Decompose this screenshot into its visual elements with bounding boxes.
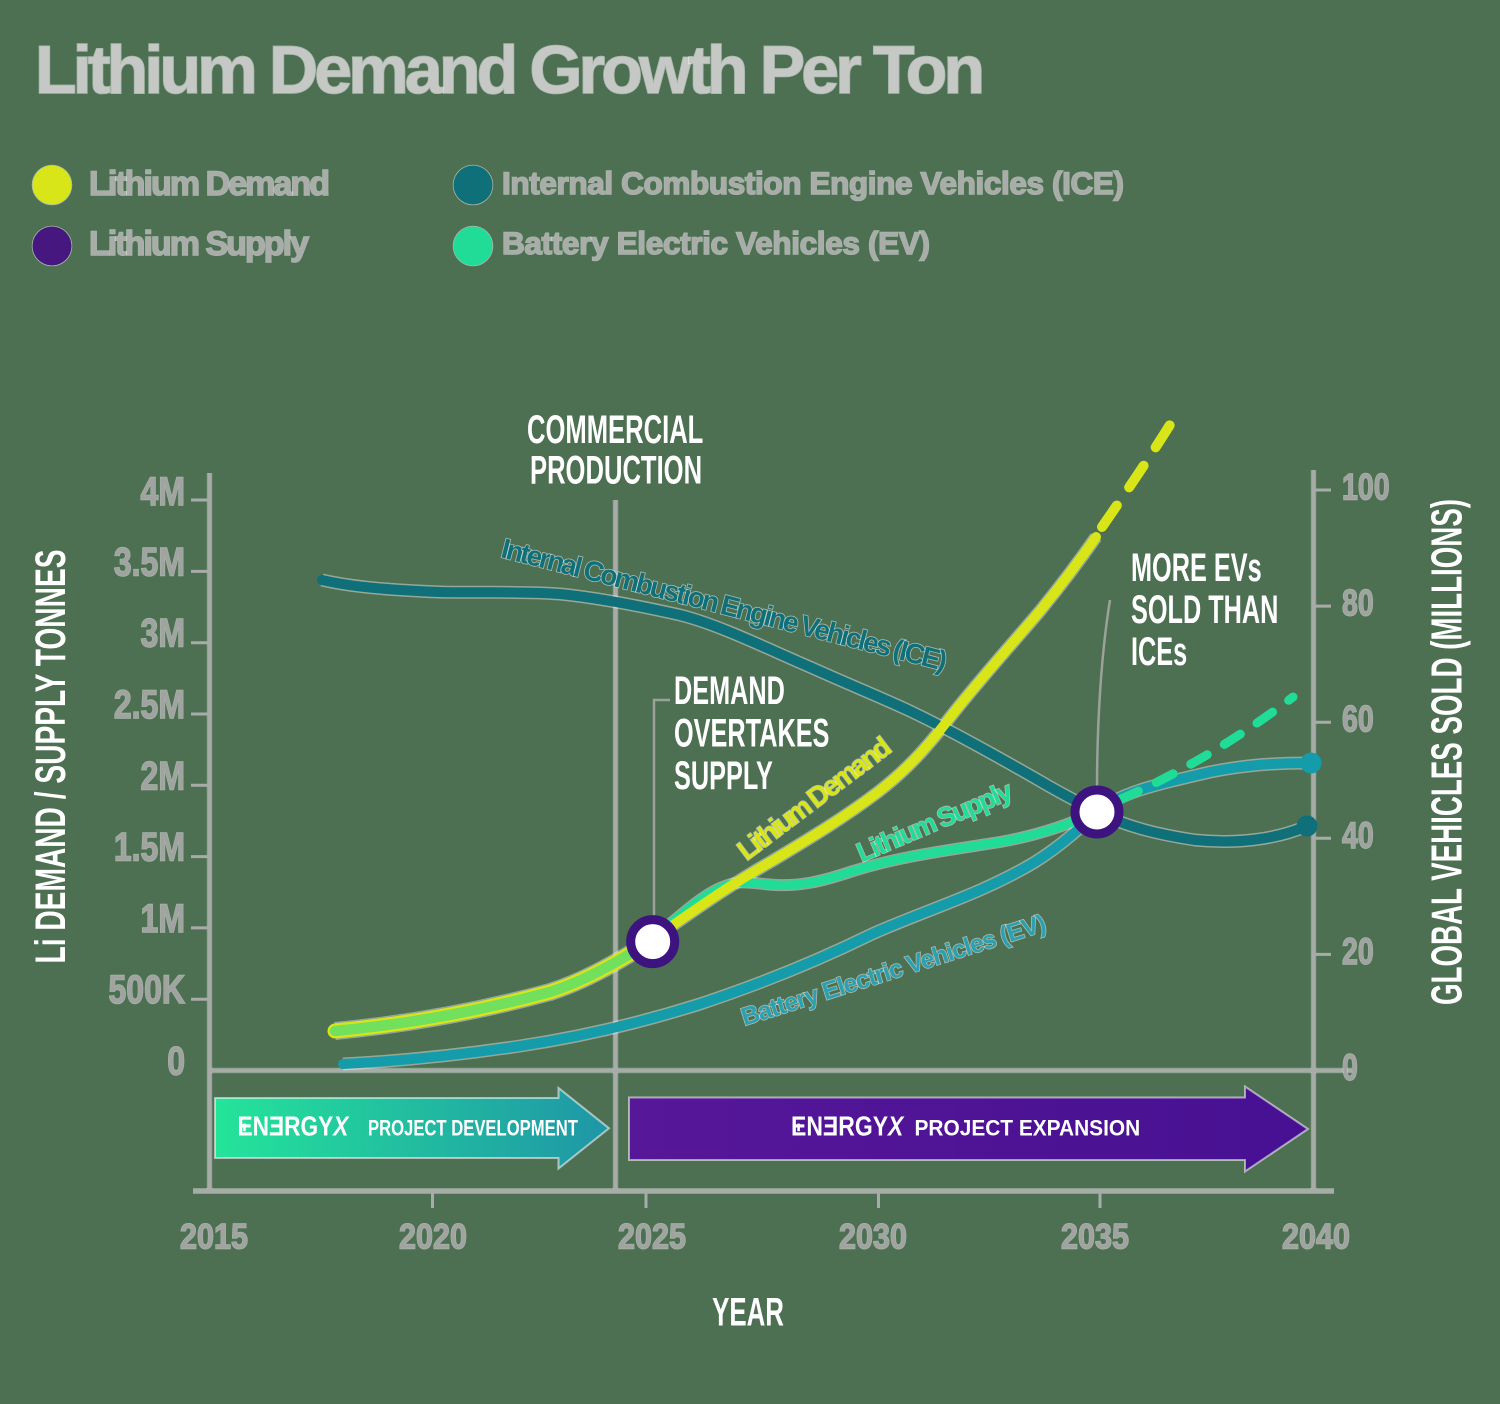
- svg-text:PRODUCTION: PRODUCTION: [530, 449, 702, 493]
- svg-text:2030: 2030: [839, 1217, 907, 1257]
- svg-text:PROJECT EXPANSION: PROJECT EXPANSION: [915, 1115, 1141, 1141]
- svg-text:80: 80: [1342, 583, 1374, 625]
- svg-text:3M: 3M: [141, 610, 185, 655]
- svg-text:DEMAND: DEMAND: [674, 669, 785, 713]
- svg-text:2020: 2020: [399, 1217, 467, 1257]
- svg-text:40: 40: [1342, 815, 1374, 857]
- svg-text:2015: 2015: [180, 1217, 248, 1257]
- svg-text:Lithium Supply: Lithium Supply: [89, 225, 309, 263]
- svg-text:SUPPLY: SUPPLY: [674, 754, 773, 798]
- svg-text:20: 20: [1342, 931, 1374, 973]
- svg-text:PROJECT DEVELOPMENT: PROJECT DEVELOPMENT: [368, 1116, 578, 1141]
- svg-text:100: 100: [1342, 467, 1390, 509]
- svg-text:2040: 2040: [1282, 1217, 1350, 1257]
- svg-text:Internal Combustion Engine Veh: Internal Combustion Engine Vehicles (ICE…: [502, 165, 1124, 201]
- svg-text:ICEs: ICEs: [1131, 630, 1187, 674]
- svg-text:2035: 2035: [1061, 1217, 1129, 1257]
- svg-text:2M: 2M: [141, 753, 185, 798]
- svg-text:COMMERCIAL: COMMERCIAL: [527, 408, 703, 452]
- svg-text:Battery Electric Vehicles (EV): Battery Electric Vehicles (EV): [502, 225, 930, 261]
- svg-text:Lithium Demand: Lithium Demand: [89, 165, 330, 203]
- svg-text:SOLD THAN: SOLD THAN: [1131, 588, 1278, 632]
- svg-text:ENƎRGYX: ENƎRGYX: [238, 1112, 351, 1143]
- svg-text:1M: 1M: [141, 895, 185, 940]
- svg-text:OVERTAKES: OVERTAKES: [674, 712, 829, 756]
- svg-text:0: 0: [167, 1038, 185, 1083]
- svg-text:500K: 500K: [108, 967, 185, 1012]
- svg-text:1.5M: 1.5M: [114, 824, 185, 869]
- svg-text:MORE EVs: MORE EVs: [1131, 546, 1262, 590]
- svg-text:2025: 2025: [618, 1217, 686, 1257]
- svg-text:60: 60: [1342, 699, 1374, 741]
- svg-text:2.5M: 2.5M: [114, 682, 185, 727]
- svg-text:YEAR: YEAR: [712, 1291, 784, 1335]
- svg-text:ENƎRGYX: ENƎRGYX: [791, 1112, 905, 1142]
- svg-text:Li DEMAND / SUPPLY TONNES: Li DEMAND / SUPPLY TONNES: [26, 550, 75, 964]
- svg-text:Lithium Demand Growth Per Ton: Lithium Demand Growth Per Ton: [35, 32, 985, 108]
- svg-text:4M: 4M: [141, 469, 185, 514]
- svg-text:0: 0: [1342, 1047, 1358, 1089]
- svg-text:3.5M: 3.5M: [114, 539, 185, 584]
- svg-text:GLOBAL VEHICLES SOLD (MILLI: GLOBAL VEHICLES SOLD (MILLIONS): [1422, 499, 1471, 1005]
